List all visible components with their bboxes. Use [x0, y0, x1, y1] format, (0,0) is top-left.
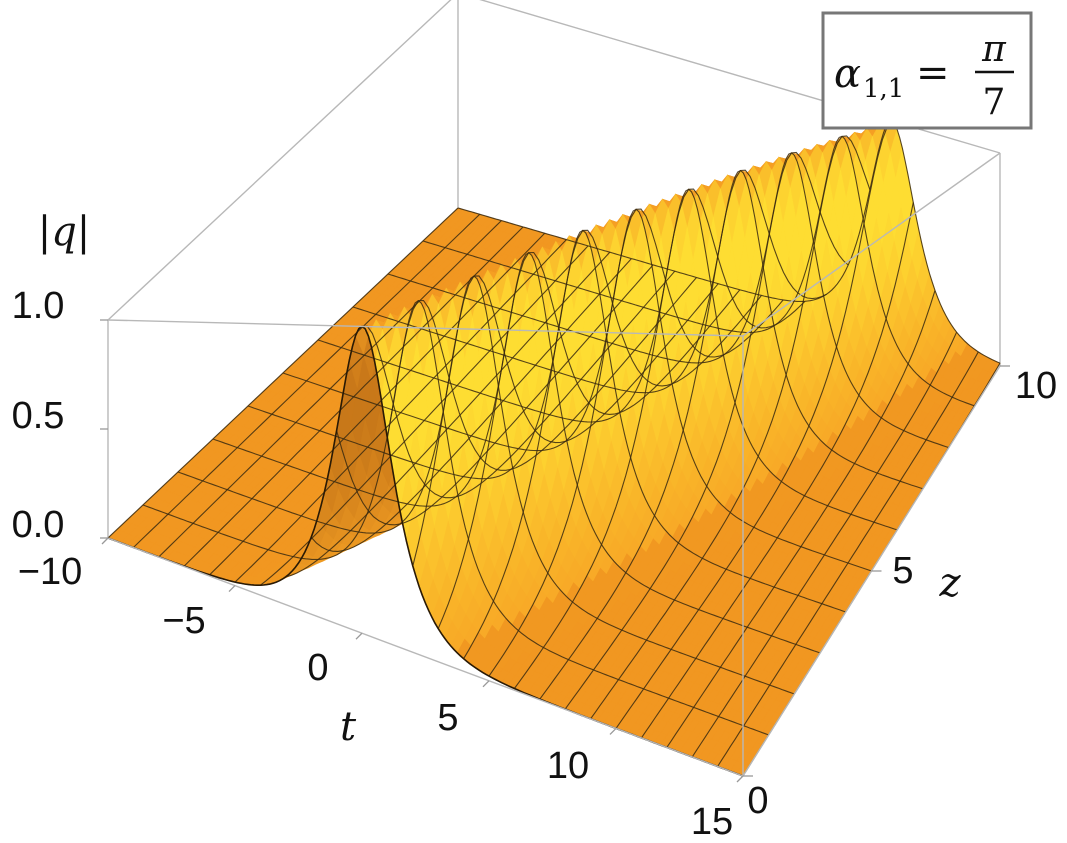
- legend-alpha: α: [834, 51, 861, 97]
- t-axis-title: t: [340, 704, 357, 750]
- t-tick-mark: [609, 727, 617, 735]
- z-tick-label-1: 1.0: [12, 285, 65, 327]
- box-edge: [107, 0, 452, 321]
- mesh-line-z: [352, 169, 924, 490]
- mesh-line-z: [247, 229, 846, 613]
- box-edge: [742, 152, 1001, 337]
- legend-numerator: π: [981, 29, 1007, 70]
- t-tick-mark: [228, 585, 236, 593]
- t-tick-label-0: 0: [307, 647, 328, 689]
- surface-mesh: [107, 120, 1001, 777]
- t-tick-label-15: 15: [691, 801, 733, 843]
- mesh-line-z: [387, 152, 949, 449]
- box-edge: [107, 537, 744, 777]
- mesh-line-t: [488, 208, 784, 677]
- legend-equals: =: [916, 50, 950, 96]
- mesh-line-t: [183, 226, 524, 567]
- mesh-line-z: [422, 135, 975, 407]
- mesh-line-t: [234, 239, 567, 583]
- z-axis-tick-label-5: 5: [892, 550, 913, 592]
- mesh-line-t: [437, 251, 741, 629]
- mesh-line-t: [107, 207, 459, 539]
- mesh-line-z: [142, 300, 769, 736]
- mesh-line-t: [412, 275, 719, 567]
- mesh-line-t: [336, 264, 654, 526]
- mesh-line-t: [539, 169, 827, 700]
- mesh-line-t: [361, 270, 676, 499]
- mesh-line-t: [691, 331, 958, 758]
- mesh-line-t: [717, 351, 979, 767]
- mesh-line-z: [177, 275, 795, 695]
- legend-subscript: 1,1: [863, 74, 904, 104]
- t-tick-mark: [101, 537, 109, 545]
- mesh-line-z: [282, 208, 872, 572]
- mesh-line-t: [615, 120, 893, 729]
- legend: α 1,1 = π 7: [821, 11, 1033, 130]
- mesh-line-t: [640, 202, 914, 739]
- legend-box: [821, 11, 1033, 130]
- t-tick-label--10: −10: [18, 551, 82, 593]
- z-tick-label-0: 0.0: [12, 504, 65, 546]
- legend-denominator: 7: [983, 82, 1006, 123]
- mesh-line-t: [209, 232, 546, 576]
- mesh-line-z: [457, 120, 1001, 364]
- t-tick-label-5: 5: [437, 697, 458, 739]
- mesh-line-t: [590, 135, 871, 720]
- mesh-line-t: [386, 277, 697, 471]
- t-tick-mark: [736, 775, 744, 783]
- t-tick-label-10: 10: [547, 745, 589, 787]
- mesh-line-t: [260, 245, 589, 586]
- mesh-line-t: [564, 151, 849, 710]
- vertical-axis-title: |q|: [38, 209, 91, 255]
- mesh-line-t: [666, 290, 936, 748]
- mesh-line-t: [158, 220, 502, 558]
- t-tick-mark: [482, 680, 490, 688]
- mesh-line-z: [317, 188, 898, 531]
- mesh-line-t: [133, 213, 481, 548]
- box-edge: [107, 319, 744, 337]
- tick-marks: [100, 319, 1010, 783]
- t-tick-mark: [355, 632, 363, 640]
- mesh-line-t: [285, 251, 611, 578]
- z-axis-title: z: [938, 560, 961, 606]
- z-axis-tick-label-0: 0: [747, 780, 768, 822]
- z-tick-label-0.5: 0.5: [12, 395, 65, 437]
- z-axis-tick-label-10: 10: [1015, 365, 1057, 407]
- t-tick-label--5: −5: [162, 600, 205, 642]
- mesh-line-t: [310, 258, 632, 552]
